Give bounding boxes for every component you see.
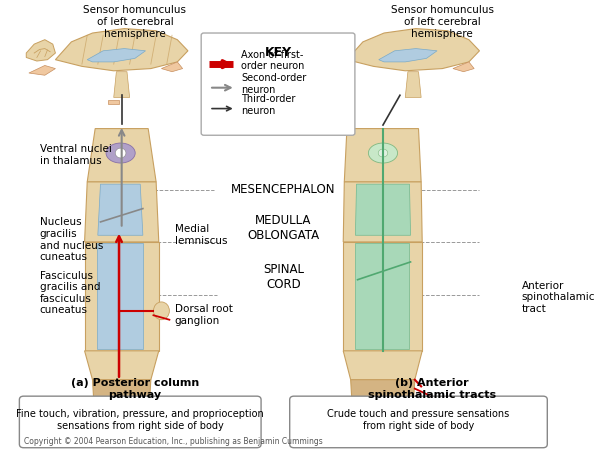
Polygon shape bbox=[355, 243, 409, 349]
Text: Dorsal root
ganglion: Dorsal root ganglion bbox=[175, 305, 233, 326]
Ellipse shape bbox=[115, 148, 126, 158]
Text: Medial
lemniscus: Medial lemniscus bbox=[175, 225, 227, 246]
Polygon shape bbox=[453, 62, 474, 72]
Polygon shape bbox=[355, 184, 410, 235]
Polygon shape bbox=[87, 129, 156, 182]
Text: Axon of first-
order neuron: Axon of first- order neuron bbox=[241, 50, 304, 72]
Polygon shape bbox=[405, 72, 421, 98]
Text: Fasciculus
gracilis and
fasciculus
cuneatus: Fasciculus gracilis and fasciculus cunea… bbox=[40, 270, 100, 315]
Polygon shape bbox=[343, 351, 422, 380]
FancyBboxPatch shape bbox=[290, 396, 547, 448]
Polygon shape bbox=[343, 182, 422, 242]
Text: Sensor homunculus
of left cerebral
hemisphere: Sensor homunculus of left cerebral hemis… bbox=[391, 5, 494, 39]
Ellipse shape bbox=[368, 143, 398, 163]
Polygon shape bbox=[87, 49, 146, 62]
Text: (a) Posterior column
pathway: (a) Posterior column pathway bbox=[71, 378, 199, 400]
Polygon shape bbox=[379, 49, 437, 62]
Ellipse shape bbox=[378, 149, 388, 157]
Polygon shape bbox=[114, 72, 130, 98]
Ellipse shape bbox=[106, 143, 135, 163]
Text: (b) Anterior
spinothalamic tracts: (b) Anterior spinothalamic tracts bbox=[368, 378, 496, 400]
Polygon shape bbox=[109, 100, 119, 104]
Polygon shape bbox=[347, 29, 479, 71]
Polygon shape bbox=[29, 65, 55, 75]
Text: Third-order
neuron: Third-order neuron bbox=[241, 94, 295, 116]
Polygon shape bbox=[92, 380, 151, 397]
Text: MEDULLA
OBLONGATA: MEDULLA OBLONGATA bbox=[247, 214, 319, 242]
FancyBboxPatch shape bbox=[19, 396, 261, 448]
Text: Fine touch, vibration, pressure, and proprioception
sensations from right side o: Fine touch, vibration, pressure, and pro… bbox=[16, 409, 264, 431]
Text: Sensor homunculus
of left cerebral
hemisphere: Sensor homunculus of left cerebral hemis… bbox=[83, 5, 187, 39]
Polygon shape bbox=[26, 40, 55, 61]
Text: Copyright © 2004 Pearson Education, Inc., publishing as Benjamin Cummings: Copyright © 2004 Pearson Education, Inc.… bbox=[23, 437, 322, 446]
Polygon shape bbox=[98, 184, 143, 235]
Text: Nucleus
gracilis
and nucleus
cuneatus: Nucleus gracilis and nucleus cuneatus bbox=[40, 217, 103, 262]
Polygon shape bbox=[343, 242, 422, 351]
Polygon shape bbox=[85, 351, 159, 380]
Text: KEY: KEY bbox=[265, 46, 292, 59]
Polygon shape bbox=[350, 380, 415, 397]
Polygon shape bbox=[97, 243, 143, 349]
Polygon shape bbox=[55, 29, 188, 71]
Polygon shape bbox=[344, 129, 421, 182]
Polygon shape bbox=[161, 62, 182, 72]
FancyBboxPatch shape bbox=[201, 33, 355, 135]
Text: Anterior
spinothalamic
tract: Anterior spinothalamic tract bbox=[522, 281, 595, 314]
Text: MESENCEPHALON: MESENCEPHALON bbox=[231, 184, 335, 196]
Text: SPINAL
CORD: SPINAL CORD bbox=[263, 264, 304, 292]
Polygon shape bbox=[85, 242, 159, 351]
Text: Ventral nuclei
in thalamus: Ventral nuclei in thalamus bbox=[40, 144, 112, 166]
Ellipse shape bbox=[154, 302, 169, 320]
Polygon shape bbox=[85, 182, 159, 242]
Text: Crude touch and pressure sensations
from right side of body: Crude touch and pressure sensations from… bbox=[328, 409, 509, 431]
Text: Second-order
neuron: Second-order neuron bbox=[241, 73, 306, 95]
